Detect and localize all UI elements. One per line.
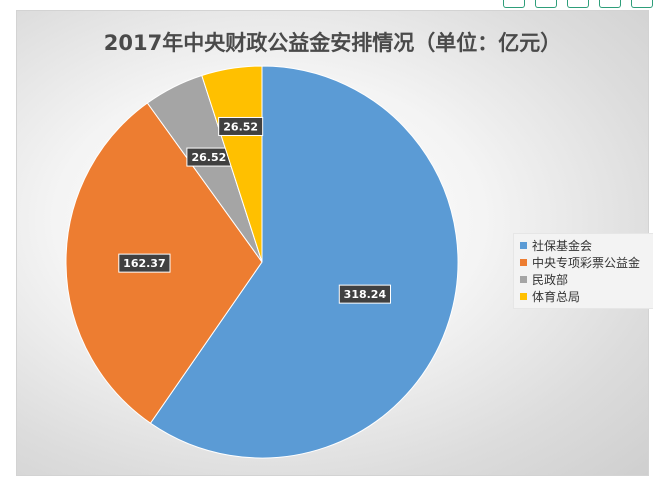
legend-swatch: [520, 276, 527, 283]
svg-text:26.52: 26.52: [223, 120, 258, 133]
svg-text:318.24: 318.24: [344, 288, 387, 301]
legend-label: 中央专项彩票公益金: [532, 256, 641, 270]
toolbar-button-1[interactable]: [503, 0, 525, 8]
toolbar: [470, 0, 653, 10]
legend: 社保基金会中央专项彩票公益金 民政部体育总局: [513, 233, 653, 309]
toolbar-button-4[interactable]: [599, 0, 621, 8]
legend-label: 体育总局: [532, 290, 581, 304]
legend-swatch: [520, 259, 527, 266]
legend-item: 社保基金会: [520, 237, 650, 254]
legend-swatch: [520, 293, 527, 300]
pie-slice: [201, 65, 263, 263]
legend-item: 体育总局: [520, 288, 650, 305]
svg-text:162.37: 162.37: [123, 257, 165, 270]
legend-swatch: [520, 242, 527, 249]
data-label: 26.52: [186, 147, 232, 167]
pie-slice: [149, 65, 459, 459]
chart-title: 2017年中央财政公益金安排情况（单位：亿元）: [103, 31, 562, 55]
toolbar-button-2[interactable]: [535, 0, 557, 8]
svg-text:26.52: 26.52: [192, 151, 227, 164]
legend-label: 民政部: [532, 273, 569, 287]
data-label: 26.52: [218, 116, 264, 136]
data-label: 162.37: [118, 253, 171, 273]
legend-label: 社保基金会: [532, 239, 593, 253]
legend-item: 民政部: [520, 271, 650, 288]
legend-item: 中央专项彩票公益金: [520, 254, 650, 271]
toolbar-button-3[interactable]: [567, 0, 589, 8]
data-label: 318.24: [338, 284, 391, 304]
